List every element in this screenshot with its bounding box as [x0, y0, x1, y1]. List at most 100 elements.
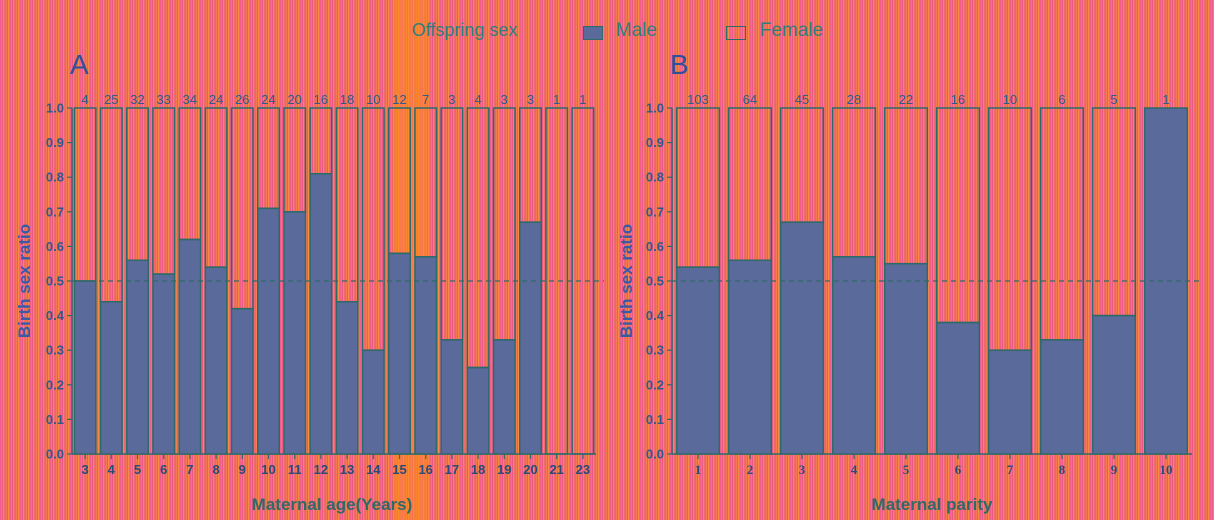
panel-a-x-tick-label: 10	[261, 462, 275, 477]
panel-b-bar-male-8	[1039, 339, 1085, 455]
panel-b-bar-male-3	[779, 221, 825, 455]
panel-b-bar-male-5	[883, 262, 929, 455]
panel-a-bar-male-18	[466, 366, 490, 455]
panel-a-bar-female-13	[335, 107, 359, 303]
panel-b-count-label: 28	[847, 92, 861, 107]
panel-b-count-label: 1	[1162, 92, 1169, 107]
panel-a-x-tick-label: 20	[523, 462, 537, 477]
panel-a-bar-female-20	[519, 107, 542, 223]
panel-a-bar-male-8	[204, 266, 228, 455]
panel-b-letter: B	[670, 49, 689, 80]
panel-b-bar-male-6	[935, 321, 981, 455]
panel-a-x-tick-label: 11	[288, 462, 302, 477]
panel-a-x-tick-label: 14	[366, 462, 381, 477]
panel-b-y-title: Birth sex ratio	[617, 224, 636, 338]
panel-a-x-tick-label: 18	[471, 462, 485, 477]
panel-a-bar-male-4	[99, 301, 123, 455]
panel-a-y-title: Birth sex ratio	[15, 224, 34, 338]
panel-a-count-label: 4	[474, 92, 481, 107]
panel-b-x-tick-label: 9	[1111, 462, 1118, 477]
panel-b-y-tick-label: 0.9	[646, 135, 664, 150]
panel-a-bar-male-5	[126, 259, 149, 455]
panel-a-x-tick-label: 19	[497, 462, 511, 477]
panel-a-y-tick-label: 0.2	[46, 377, 64, 392]
panel-b-bar-female-4	[831, 107, 877, 258]
panel-a-count-label: 24	[209, 92, 223, 107]
panel-a-count-label: 16	[314, 92, 328, 107]
panel-a-count-label: 3	[527, 92, 534, 107]
panel-a-count-label: 3	[501, 92, 508, 107]
panel-a-x-tick-label: 8	[212, 462, 219, 477]
panel-a-x-tick-label: 6	[160, 462, 167, 477]
panel-a-y-tick-label: 0.8	[46, 170, 64, 185]
panel-a-count-label: 7	[422, 92, 429, 107]
panel-b-x-title: Maternal parity	[872, 495, 993, 514]
panel-a-bar-female-16	[414, 107, 438, 258]
panel-b-x-tick-label: 8	[1059, 462, 1066, 477]
panel-b-y-tick-label: 0.4	[646, 308, 665, 323]
panel-b-y-tick-label: 0.2	[646, 377, 664, 392]
panel-b-x-tick-label: 10	[1160, 462, 1173, 477]
panel-a-count-label: 25	[104, 92, 118, 107]
panel-a-x-title: Maternal age(Years)	[252, 495, 413, 514]
panel-b-bar-female-2	[727, 107, 773, 261]
panel-b-bar-male-7	[987, 349, 1033, 455]
panel-b-count-label: 6	[1058, 92, 1065, 107]
panel-a-bar-female-23	[571, 107, 595, 455]
panel-a-bar-male-16	[414, 256, 438, 455]
panel-b-y-tick-label: 0.7	[646, 204, 664, 219]
panel-a-bar-female-4	[99, 107, 123, 303]
legend-male-swatch	[583, 26, 603, 40]
legend-male-label: Male	[616, 20, 658, 41]
panel-a-count-label: 10	[366, 92, 380, 107]
panel-a-bar-female-8	[204, 107, 228, 268]
panel-b-bar-female-5	[883, 107, 929, 265]
panel-b-y-tick-label: 0.3	[646, 343, 664, 358]
panel-a-count-label: 24	[261, 92, 275, 107]
panel-a-x-tick-label: 9	[239, 462, 246, 477]
legend: Offspring sex Male Female	[0, 20, 1214, 46]
panel-a-count-label: 18	[340, 92, 354, 107]
panel-a-bar-female-15	[388, 107, 411, 255]
panel-a-y-tick-label: 0.9	[46, 135, 64, 150]
legend-female-swatch	[726, 26, 746, 40]
panel-b-x-tick-label: 4	[851, 462, 858, 477]
panel-a-bar-male-6	[152, 273, 176, 455]
panel-a-letter: A	[70, 49, 89, 80]
panel-a-bar-female-17	[440, 107, 464, 341]
panel-b-count-label: 22	[899, 92, 913, 107]
panel-a-x-tick-label: 12	[314, 462, 328, 477]
panel-b-y-tick-label: 1.0	[646, 101, 664, 116]
panel-a-bar-male-19	[492, 339, 516, 455]
panel-b-x-tick-label: 6	[955, 462, 962, 477]
panel-a-bar-male-17	[440, 339, 464, 455]
panel-a-y-tick-label: 0.7	[46, 204, 64, 219]
panel-a-count-label: 26	[235, 92, 249, 107]
panel-a-count-label: 20	[287, 92, 301, 107]
panel-a-x-tick-label: 3	[81, 462, 88, 477]
panel-a-y-tick-label: 0.4	[46, 308, 65, 323]
panel-b-y-tick-label: 0.6	[646, 239, 664, 254]
panel-a-bar-male-11	[283, 211, 307, 455]
panel-b-y-tick-label: 0.0	[646, 447, 664, 462]
legend-title: Offspring sex	[412, 20, 518, 40]
panel-b-x-tick-label: 2	[747, 462, 754, 477]
panel-a-bar-male-14	[361, 349, 385, 455]
panel-a-count-label: 4	[81, 92, 88, 107]
panel-a-bar-female-7	[178, 107, 202, 241]
panel-a-count-label: 34	[183, 92, 197, 107]
panel-a-y-tick-label: 0.3	[46, 343, 64, 358]
panel-b-x-tick-label: 7	[1007, 462, 1014, 477]
panel-b-bar-male-1	[675, 266, 721, 455]
panel-b-bar-male-4	[831, 256, 877, 455]
panel-b-x-tick-label: 3	[799, 462, 806, 477]
panel-a-bar-female-19	[492, 107, 516, 341]
panel-a-y-tick-label: 1.0	[46, 101, 64, 116]
panel-b-count-label: 103	[687, 92, 709, 107]
panel-a-y-tick-label: 0.5	[46, 274, 64, 289]
panel-b-count-label: 16	[951, 92, 965, 107]
legend-female-label: Female	[760, 20, 824, 41]
panel-b-count-label: 5	[1110, 92, 1117, 107]
